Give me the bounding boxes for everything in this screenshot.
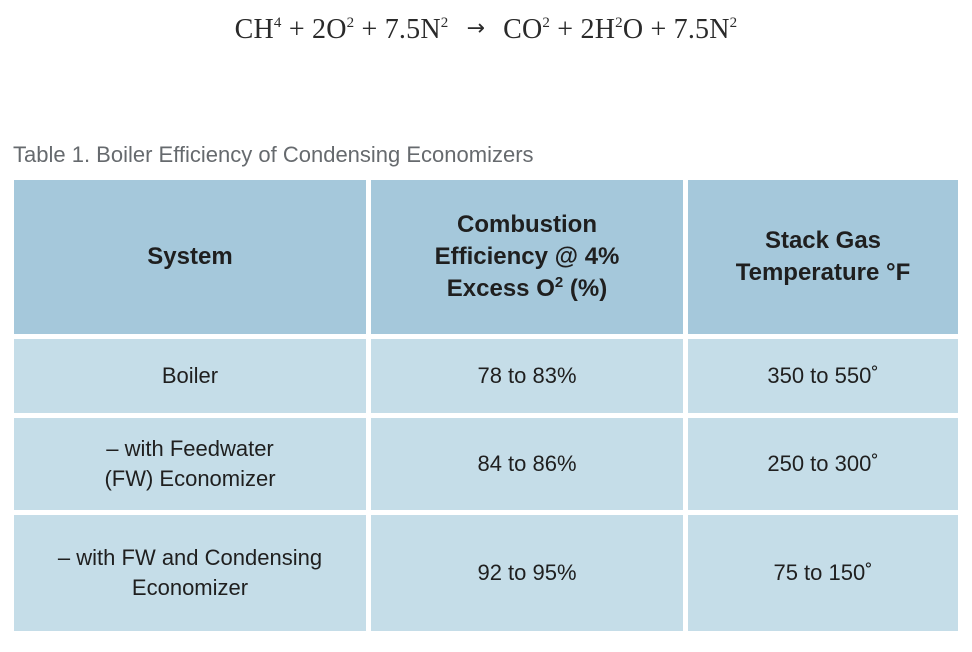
cell-system-line1: – with Feedwater [106, 436, 274, 461]
equation-subscript: 2 [440, 15, 449, 31]
equation-term: + 7.5N [354, 14, 441, 45]
equation-term: + 2O [281, 14, 347, 45]
cell-efficiency: 84 to 86% [371, 418, 683, 510]
equation-subscript: 2 [615, 15, 623, 31]
cell-system: – with Feedwater (FW) Economizer [14, 418, 366, 510]
header-stack-gas-temperature: Stack Gas Temperature °F [688, 180, 958, 334]
equation-term: CO [503, 14, 543, 45]
cell-temperature: 350 to 550˚ [688, 339, 958, 413]
header-combustion-subscript: 2 [554, 274, 564, 291]
equation-subscript: 4 [273, 15, 282, 31]
cell-temperature: 250 to 300˚ [688, 418, 958, 510]
table-row: – with Feedwater (FW) Economizer 84 to 8… [14, 418, 958, 510]
header-combustion-line2: Efficiency @ 4% [434, 243, 620, 270]
equation-subscript: 2 [542, 15, 551, 31]
equation-term: O + 7.5N [622, 14, 730, 45]
equation-subscript: 2 [729, 15, 738, 31]
cell-efficiency: 78 to 83% [371, 339, 683, 413]
combustion-equation: CH4 + 2O2 + 7.5N2 → CO2 + 2H2O + 7.5N2 [0, 14, 972, 46]
table-row: – with FW and Condensing Economizer 92 t… [14, 515, 958, 631]
header-system: System [14, 180, 366, 334]
header-combustion-line3: Excess O [446, 275, 555, 302]
header-combustion-efficiency: Combustion Efficiency @ 4% Excess O2 (%) [371, 180, 683, 334]
cell-temperature: 75 to 150˚ [688, 515, 958, 631]
header-stack-line2: Temperature °F [735, 259, 911, 286]
equation-term: CH [234, 14, 274, 45]
cell-system-line1: Boiler [161, 363, 219, 388]
cell-system-line1: – with FW and Condensing [57, 545, 323, 570]
header-combustion-unit: (%) [563, 275, 608, 302]
cell-system-line2: (FW) Economizer [104, 466, 276, 491]
equation-subscript: 2 [346, 15, 355, 31]
boiler-efficiency-table: System Combustion Efficiency @ 4% Excess… [9, 175, 963, 636]
cell-system-line2: Economizer [131, 575, 249, 600]
table-header-row: System Combustion Efficiency @ 4% Excess… [14, 180, 958, 334]
equation-term: + 2H [550, 14, 616, 45]
header-combustion-line1: Combustion [457, 211, 597, 238]
cell-system: Boiler [14, 339, 366, 413]
header-system-label: System [147, 243, 233, 270]
cell-system: – with FW and Condensing Economizer [14, 515, 366, 631]
table-row: Boiler 78 to 83% 350 to 550˚ [14, 339, 958, 413]
header-stack-line1: Stack Gas [764, 227, 882, 254]
table-caption: Table 1. Boiler Efficiency of Condensing… [13, 142, 534, 167]
cell-efficiency: 92 to 95% [371, 515, 683, 631]
reaction-arrow-icon: → [466, 16, 486, 41]
